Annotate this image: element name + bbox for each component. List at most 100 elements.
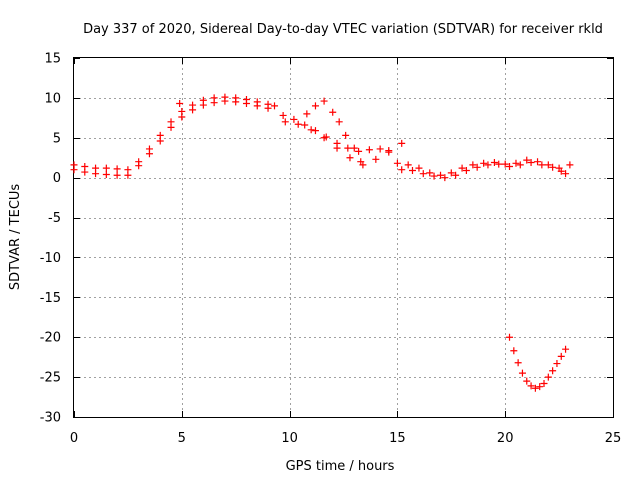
data-point [430, 172, 438, 180]
data-point [320, 97, 328, 105]
data-point [484, 161, 492, 169]
data-point [167, 123, 175, 131]
data-point [124, 171, 132, 179]
y-tick-label: 0 [53, 171, 61, 186]
data-point [372, 155, 380, 163]
y-tick-label: -25 [40, 371, 61, 386]
data-point [426, 169, 434, 177]
data-point [271, 102, 279, 110]
data-point [441, 174, 449, 182]
data-point [376, 145, 384, 153]
series-5 [303, 97, 365, 166]
data-point [113, 171, 121, 179]
data-point [355, 147, 363, 155]
data-point [311, 127, 319, 135]
data-point [221, 97, 229, 105]
data-point [346, 154, 354, 162]
data-point [480, 159, 488, 167]
data-point [344, 144, 352, 152]
data-point [490, 159, 498, 167]
x-tick-label: 15 [389, 431, 406, 446]
data-point [92, 170, 100, 178]
data-point [462, 166, 470, 174]
data-point [135, 162, 143, 170]
data-point [365, 146, 373, 154]
data-point [393, 159, 401, 167]
series-4 [281, 118, 406, 169]
data-point [335, 118, 343, 126]
data-point [102, 170, 110, 178]
data-point [176, 99, 184, 107]
data-point [145, 150, 153, 158]
x-tick-label: 20 [497, 431, 514, 446]
data-point [523, 377, 531, 385]
x-axis-label: GPS time / hours [286, 459, 395, 474]
data-point [415, 164, 423, 172]
data-point [473, 163, 481, 171]
data-point [350, 144, 358, 152]
data-point [562, 345, 570, 353]
data-point [506, 333, 514, 341]
data-point [178, 113, 186, 121]
data-point [419, 170, 427, 178]
data-point [536, 383, 544, 391]
y-tick-label: -15 [40, 291, 61, 306]
data-point [253, 102, 261, 110]
data-point [562, 170, 570, 178]
data-point [199, 101, 207, 109]
data-point [512, 159, 520, 167]
data-point [527, 159, 535, 167]
data-point [553, 360, 561, 368]
series-7 [398, 159, 565, 182]
data-point [549, 367, 557, 375]
data-point [281, 118, 289, 126]
x-tick-label: 5 [178, 431, 186, 446]
data-point [523, 156, 531, 164]
data-points [70, 93, 574, 392]
chart-title: Day 337 of 2020, Sidereal Day-to-day VTE… [83, 22, 603, 37]
data-point [458, 164, 466, 172]
data-point [469, 161, 477, 169]
data-point [398, 139, 406, 147]
data-point [501, 160, 509, 168]
data-point [333, 144, 341, 152]
data-point [549, 163, 557, 171]
data-point [70, 166, 78, 174]
data-point [385, 148, 393, 156]
data-point [447, 169, 455, 177]
data-point [510, 347, 518, 355]
data-point [81, 168, 89, 176]
data-point [210, 99, 218, 107]
data-point [242, 99, 250, 107]
data-point [538, 161, 546, 169]
data-point [516, 161, 524, 169]
data-point [232, 98, 240, 106]
x-tick-label: 25 [605, 431, 622, 446]
data-point [531, 384, 539, 392]
y-tick-label: 10 [44, 91, 61, 106]
y-tick-label: -10 [40, 251, 61, 266]
plot-frame [73, 57, 614, 418]
y-axis-label: SDTVAR / TECUs [8, 184, 23, 291]
data-point [329, 108, 337, 116]
data-point [301, 121, 309, 129]
data-point [279, 111, 287, 119]
data-point [404, 161, 412, 169]
data-point [294, 120, 302, 128]
data-point [544, 161, 552, 169]
series-6 [393, 156, 570, 179]
series-9 [176, 99, 574, 169]
data-point [544, 373, 552, 381]
data-point [506, 162, 514, 170]
data-point [290, 115, 298, 123]
series-2 [70, 97, 272, 179]
data-point [437, 171, 445, 179]
x-tick-label: 0 [70, 431, 78, 446]
data-point [113, 165, 121, 173]
data-point [566, 161, 574, 169]
data-point [557, 352, 565, 360]
data-point [527, 382, 535, 390]
data-point [495, 160, 503, 168]
